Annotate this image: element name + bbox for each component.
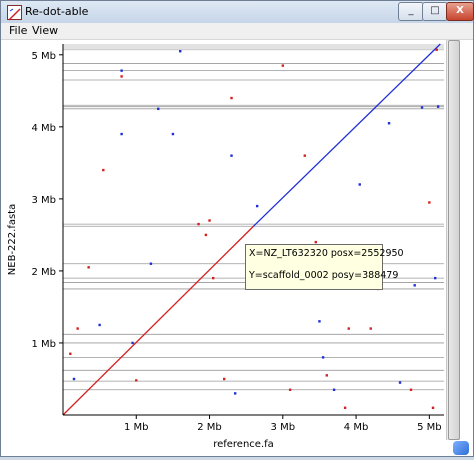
match-point: [303, 154, 306, 157]
match-point: [72, 377, 76, 381]
match-point: [431, 406, 435, 409]
match-point: [288, 388, 292, 391]
y-tick-label: 2 Mb: [31, 267, 56, 278]
match-point: [343, 406, 347, 409]
tooltip-y-line: Y=scaffold_0002 posy=388479: [249, 270, 399, 281]
diagonal-forward-segment: [62, 225, 254, 416]
match-point: [435, 48, 438, 51]
app-dotplot-icon: [7, 5, 22, 21]
match-point: [204, 233, 208, 237]
y-tick-label: 5 Mb: [31, 51, 56, 62]
menu-file[interactable]: File: [9, 24, 28, 37]
match-point: [369, 327, 372, 330]
x-tick-label: 4 Mb: [344, 422, 369, 433]
scaffold-separator-band: [63, 44, 444, 50]
match-point: [208, 219, 211, 222]
match-point: [428, 201, 431, 204]
minimize-button[interactable]: _: [398, 2, 424, 21]
maximize-button[interactable]: □: [422, 2, 448, 21]
match-point: [98, 323, 101, 327]
vertical-scroll-thumb[interactable]: [448, 40, 460, 440]
y-axis-label: NEB-222.fasta: [7, 204, 18, 275]
x-tick-label: 5 Mb: [417, 422, 442, 433]
y-tick-label: 1 Mb: [31, 339, 56, 350]
match-point: [120, 132, 123, 136]
match-point: [387, 122, 391, 125]
menu-bar: File View: [1, 23, 473, 40]
title-bar[interactable]: Re-dot-able _ □ X: [1, 1, 474, 24]
window-title: Re-dot-able: [25, 5, 89, 18]
main-diagonal: [62, 43, 441, 416]
match-point: [179, 50, 182, 53]
match-point: [413, 284, 416, 287]
y-tick-label: 4 Mb: [31, 123, 56, 134]
match-point: [281, 64, 285, 67]
match-point: [358, 183, 361, 186]
match-point: [233, 392, 237, 395]
match-point: [212, 276, 215, 280]
match-point: [135, 379, 138, 382]
match-point: [171, 132, 175, 136]
match-point: [87, 266, 90, 269]
match-points: [69, 48, 440, 409]
tooltip-x-line: X=NZ_LT632320 posx=2552950: [249, 248, 404, 259]
match-point: [230, 96, 233, 100]
x-tick-label: 3 Mb: [271, 422, 296, 433]
match-point: [76, 327, 79, 330]
match-point: [347, 327, 350, 330]
match-point: [102, 168, 105, 172]
resize-grip[interactable]: [453, 441, 469, 455]
match-point: [420, 106, 424, 109]
diagonal-reverse-segment: [253, 43, 441, 227]
match-point: [314, 240, 317, 244]
vertical-scrollbar[interactable]: [446, 40, 460, 440]
x-axis-label: reference.fa: [213, 439, 274, 450]
axes: 1 Mb 2 Mb 3 Mb 4 Mb 5 Mb 1 Mb 2 Mb 3 Mb 4 Mb 5 Mb…: [7, 44, 444, 450]
match-point: [398, 381, 402, 384]
match-point: [409, 388, 413, 391]
match-point: [436, 105, 440, 108]
close-button[interactable]: X: [446, 2, 474, 21]
match-point: [120, 75, 123, 78]
match-point: [120, 69, 123, 72]
match-point: [222, 377, 226, 381]
match-point: [325, 374, 328, 377]
match-point: [318, 320, 321, 323]
y-tick-label: 3 Mb: [31, 195, 56, 206]
position-tooltip: X=NZ_LT632320 posx=2552950 Y=scaffold_00…: [245, 244, 404, 290]
match-point: [149, 262, 153, 265]
match-point: [332, 388, 336, 391]
x-tick-label: 2 Mb: [197, 422, 222, 433]
match-point: [131, 341, 134, 345]
match-point: [255, 204, 259, 208]
menu-view[interactable]: View: [32, 24, 59, 37]
match-point: [69, 352, 72, 355]
match-point: [434, 276, 437, 280]
match-point: [230, 154, 233, 157]
x-tick-label: 1 Mb: [124, 422, 149, 433]
match-point: [197, 222, 200, 226]
match-point: [321, 356, 325, 359]
match-point: [157, 107, 160, 111]
